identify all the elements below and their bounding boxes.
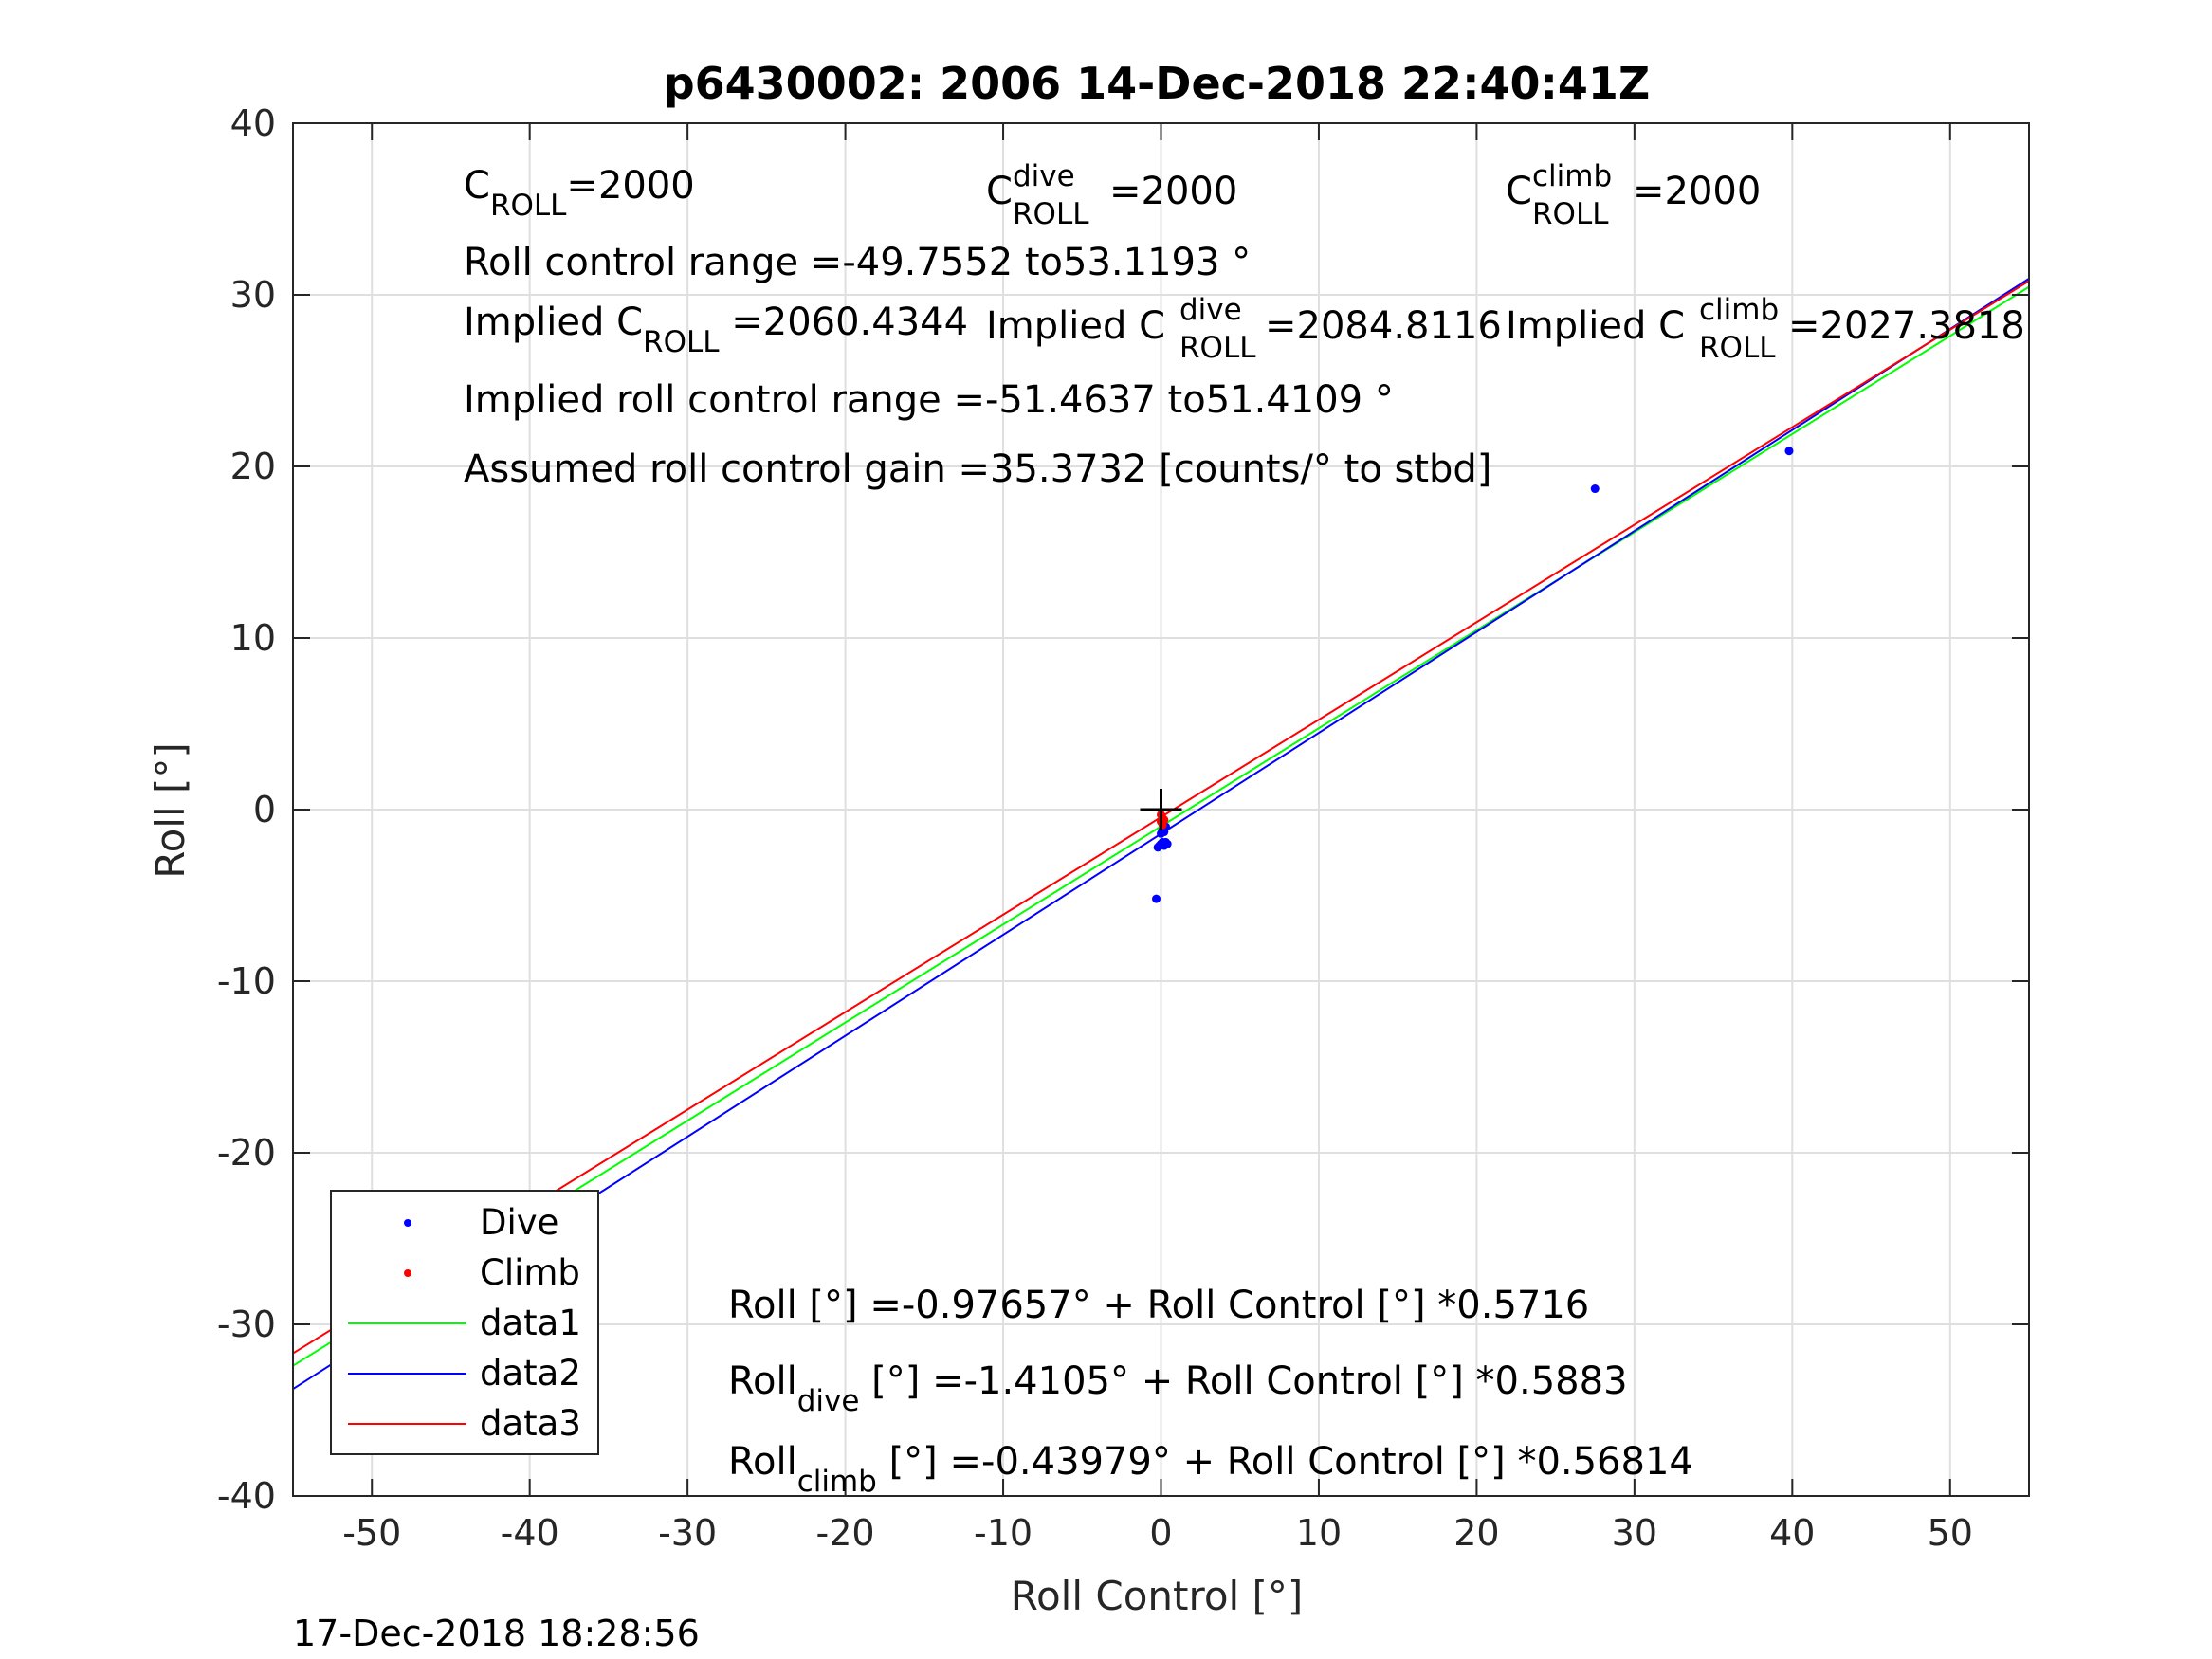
point-dive: [1152, 894, 1161, 903]
annotation-implied-c-roll-dive-sup: dive: [1179, 293, 1242, 327]
annotation-c-roll-climb-sub: ROLL: [1532, 197, 1609, 231]
legend-label-data3: data3: [480, 1403, 581, 1444]
annotation-c-roll-climb-value: =2000: [1633, 170, 1761, 213]
x-tick-label: 0: [1149, 1512, 1172, 1554]
x-tick-label: 30: [1612, 1512, 1657, 1554]
legend-label-data1: data1: [480, 1303, 581, 1343]
annotation-implied-c-roll-climb-sub: ROLL: [1699, 331, 1776, 365]
x-tick-label: -30: [658, 1512, 717, 1554]
x-tick-label: -10: [974, 1512, 1033, 1554]
annotation-c-roll-dive: C: [986, 170, 1013, 213]
y-tick-label: -30: [217, 1304, 276, 1345]
legend-label-climb: Climb: [480, 1252, 580, 1293]
annotation-c-roll: CROLL=2000: [464, 164, 695, 223]
x-tick-label: -20: [816, 1512, 875, 1554]
annotation-implied-c-roll-climb-sup: climb: [1699, 293, 1779, 327]
x-tick-label: 10: [1296, 1512, 1342, 1554]
annotation-c-roll-climb-sup: climb: [1532, 159, 1612, 193]
legend-label-data2: data2: [480, 1353, 581, 1394]
annotation-assumed-gain: Assumed roll control gain =35.3732 [coun…: [464, 447, 1491, 491]
annotation-c-roll-dive-sup: dive: [1013, 159, 1075, 193]
legend: Dive Climb data1 data2 data3: [330, 1190, 599, 1455]
annotation-implied-c-roll-climb: Implied C: [1506, 304, 1685, 348]
annotation-implied-roll-control-range: Implied roll control range =-51.4637 to5…: [464, 378, 1394, 422]
annotation-fit-all: Roll [°] =-0.97657° + Roll Control [°] *…: [728, 1284, 1589, 1327]
annotation-c-roll-climb: C: [1506, 170, 1532, 213]
annotation-c-roll-dive-value: =2000: [1109, 170, 1237, 213]
point-dive: [1162, 839, 1172, 848]
y-tick-label: -40: [217, 1475, 276, 1517]
annotation-implied-c-roll-dive-sub: ROLL: [1179, 331, 1256, 365]
legend-label-dive: Dive: [480, 1202, 558, 1243]
y-tick-label: 20: [230, 446, 276, 487]
y-tick-label: 0: [253, 789, 276, 830]
legend-swatch-dive: [404, 1219, 411, 1227]
x-tick-label: 40: [1769, 1512, 1815, 1554]
annotation-fit-climb: Rollclimb [°] =-0.43979° + Roll Control …: [728, 1440, 1693, 1499]
point-dive: [1784, 447, 1794, 456]
x-tick-label: 20: [1453, 1512, 1499, 1554]
y-tick-label: 30: [230, 274, 276, 316]
y-axis-label: Roll [°]: [147, 742, 193, 878]
chart-title: p6430002: 2006 14-Dec-2018 22:40:41Z: [664, 58, 1651, 109]
annotation-implied-c-roll: Implied CROLL =2060.4344: [464, 301, 968, 359]
axis-ticks: -50 -40 -30 -20 -10 0 10 20 30 40 50 -40 -30 -20 -10 0 1…: [217, 102, 2029, 1554]
y-tick-label: 40: [230, 102, 276, 144]
y-tick-label: -20: [217, 1132, 276, 1174]
x-tick-label: 50: [1928, 1512, 1973, 1554]
annotation-implied-c-roll-climb-value: =2027.3818: [1788, 304, 2025, 348]
annotation-fit-dive: Rolldive [°] =-1.4105° + Roll Control [°…: [728, 1359, 1628, 1418]
y-tick-label: 10: [230, 617, 276, 659]
origin-marker: [1140, 789, 1182, 830]
x-axis-label: Roll Control [°]: [1011, 1573, 1304, 1619]
annotation-implied-c-roll-dive: Implied C: [986, 304, 1165, 348]
point-dive: [1590, 484, 1600, 494]
timestamp: 17-Dec-2018 18:28:56: [293, 1613, 700, 1654]
x-tick-label: -40: [501, 1512, 559, 1554]
annotation-c-roll-dive-sub: ROLL: [1013, 197, 1089, 231]
x-tick-label: -50: [342, 1512, 401, 1554]
annotation-roll-control-range: Roll control range =-49.7552 to53.1193 °: [464, 241, 1251, 284]
y-tick-label: -10: [217, 960, 276, 1002]
legend-swatch-climb: [404, 1269, 411, 1277]
annotation-implied-c-roll-dive-value: =2084.8116: [1265, 304, 1502, 348]
